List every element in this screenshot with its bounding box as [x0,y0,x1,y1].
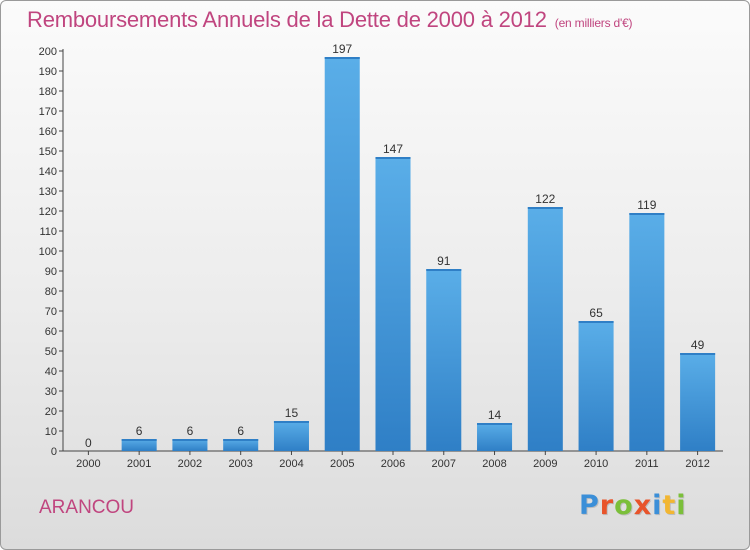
bar-value-label: 65 [589,306,603,320]
logo-letter: P [579,490,600,521]
bar-top-edge [680,353,716,355]
x-tick-label: 2010 [584,458,608,470]
y-tick-label: 10 [45,426,57,438]
bar-value-label: 147 [383,142,403,156]
y-tick-label: 140 [39,166,57,178]
x-tick-label: 2007 [432,458,456,470]
logo-letter: o [614,490,634,521]
bar-value-label: 6 [237,424,244,438]
y-tick-label: 190 [39,66,57,78]
bar-top-edge [324,57,360,59]
bar-value-label: 49 [691,338,705,352]
x-axis: 2000 2001 2002 2003 2004 2005 2006 2007 2008 2009… [63,450,723,470]
bar [223,439,259,451]
y-tick-label: 0 [51,446,57,458]
x-tick-label: 2002 [178,458,202,470]
x-tick-label: 2009 [533,458,557,470]
bar-top-edge [527,207,563,209]
bar-top-edge [629,213,665,215]
bar-value-label: 14 [488,408,502,422]
bar-top-edge [273,421,309,423]
bar-value-label: 122 [535,192,555,206]
y-tick-label: 50 [45,346,57,358]
bar [680,353,716,451]
bar-top-edge [172,439,208,441]
y-tick-label: 120 [39,206,57,218]
y-tick-label: 100 [39,246,57,258]
y-tick-label: 110 [39,226,57,238]
x-tick-label: 2012 [685,458,709,470]
x-tick-label: 2003 [228,458,252,470]
bar [527,207,563,451]
logo-letter: x [633,490,653,521]
bar-value-label: 91 [437,254,451,268]
y-tick-label: 170 [39,106,57,118]
bar-top-edge [477,423,513,425]
x-tick-label: 2001 [127,458,151,470]
bar-value-label: 119 [637,198,656,212]
bars: 0 6 6 6 15 197 147 91 14 122 65 119 49 [85,42,716,451]
x-tick-label: 2004 [279,458,303,470]
x-tick-label: 2006 [381,458,405,470]
y-tick-label: 30 [45,386,57,398]
bar-value-label: 6 [187,424,194,438]
bar-value-label: 0 [85,436,92,450]
bar [273,421,309,451]
logo-letter: i [676,490,687,521]
x-tick-label: 2005 [330,458,354,470]
bar [426,269,462,451]
bar [477,423,513,451]
y-tick-label: 160 [39,126,57,138]
y-tick-label: 60 [45,326,57,338]
proxiti-logo[interactable]: Proxiti [579,490,687,521]
x-tick-label: 2000 [76,458,100,470]
y-axis: 0 10 20 30 40 50 60 70 80 90 100 110 120 130 140 150 160… [39,46,64,458]
bar-top-edge [375,157,411,159]
bar-value-label: 197 [332,42,352,56]
y-tick-label: 20 [45,406,57,418]
chart-subtitle: (en milliers d'€) [554,16,633,30]
y-tick-label: 130 [39,186,57,198]
chart-title-text: Remboursements Annuels de la Dette de 20… [27,7,547,32]
bar [629,213,665,451]
bar-value-label: 6 [136,424,143,438]
x-tick-label: 2008 [482,458,506,470]
bar [172,439,208,451]
bar [121,439,157,451]
chart-title: Remboursements Annuels de la Dette de 20… [27,7,633,33]
bar [324,57,360,451]
y-tick-label: 200 [39,46,57,58]
logo-letter: i [652,490,663,521]
y-tick-label: 80 [45,286,57,298]
bar [375,157,411,451]
logo-letter: r [599,490,615,521]
x-tick-label: 2011 [635,458,659,470]
y-tick-label: 70 [45,306,57,318]
bar-top-edge [426,269,462,271]
y-tick-label: 150 [39,146,57,158]
y-tick-label: 40 [45,366,57,378]
y-tick-label: 180 [39,86,57,98]
bar-value-label: 15 [285,406,299,420]
bar-top-edge [121,439,157,441]
logo-letter: t [662,490,677,521]
commune-name: ARANCOU [39,497,135,518]
bar-top-edge [223,439,259,441]
bar-top-edge [578,321,614,323]
bar [578,321,614,451]
y-tick-label: 90 [45,266,57,278]
